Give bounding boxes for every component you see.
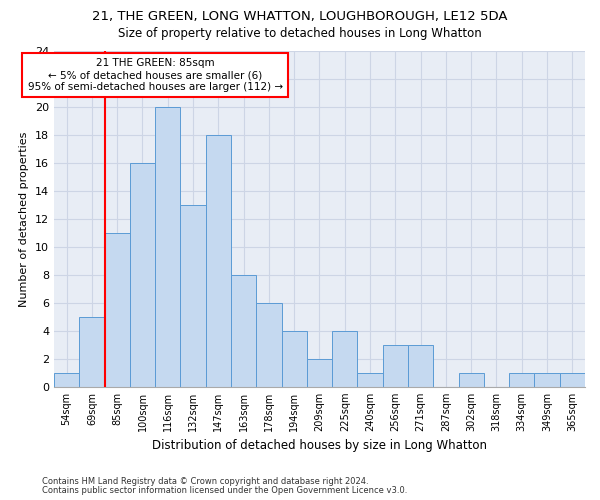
Bar [206,136,231,387]
X-axis label: Distribution of detached houses by size in Long Whatton: Distribution of detached houses by size … [152,440,487,452]
Bar [130,164,155,387]
Bar [181,205,206,387]
Bar [535,373,560,387]
Bar [560,373,585,387]
Y-axis label: Number of detached properties: Number of detached properties [19,132,29,307]
Bar [458,373,484,387]
Bar [231,275,256,387]
Bar [307,359,332,387]
Bar [408,345,433,387]
Bar [281,331,307,387]
Bar [54,373,79,387]
Bar [383,345,408,387]
Bar [155,108,181,387]
Text: 21, THE GREEN, LONG WHATTON, LOUGHBOROUGH, LE12 5DA: 21, THE GREEN, LONG WHATTON, LOUGHBOROUG… [92,10,508,23]
Bar [104,233,130,387]
Bar [256,303,281,387]
Bar [332,331,358,387]
Text: Size of property relative to detached houses in Long Whatton: Size of property relative to detached ho… [118,28,482,40]
Bar [509,373,535,387]
Text: Contains HM Land Registry data © Crown copyright and database right 2024.: Contains HM Land Registry data © Crown c… [42,477,368,486]
Text: 21 THE GREEN: 85sqm
← 5% of detached houses are smaller (6)
95% of semi-detached: 21 THE GREEN: 85sqm ← 5% of detached hou… [28,58,283,92]
Text: Contains public sector information licensed under the Open Government Licence v3: Contains public sector information licen… [42,486,407,495]
Bar [358,373,383,387]
Bar [79,317,104,387]
